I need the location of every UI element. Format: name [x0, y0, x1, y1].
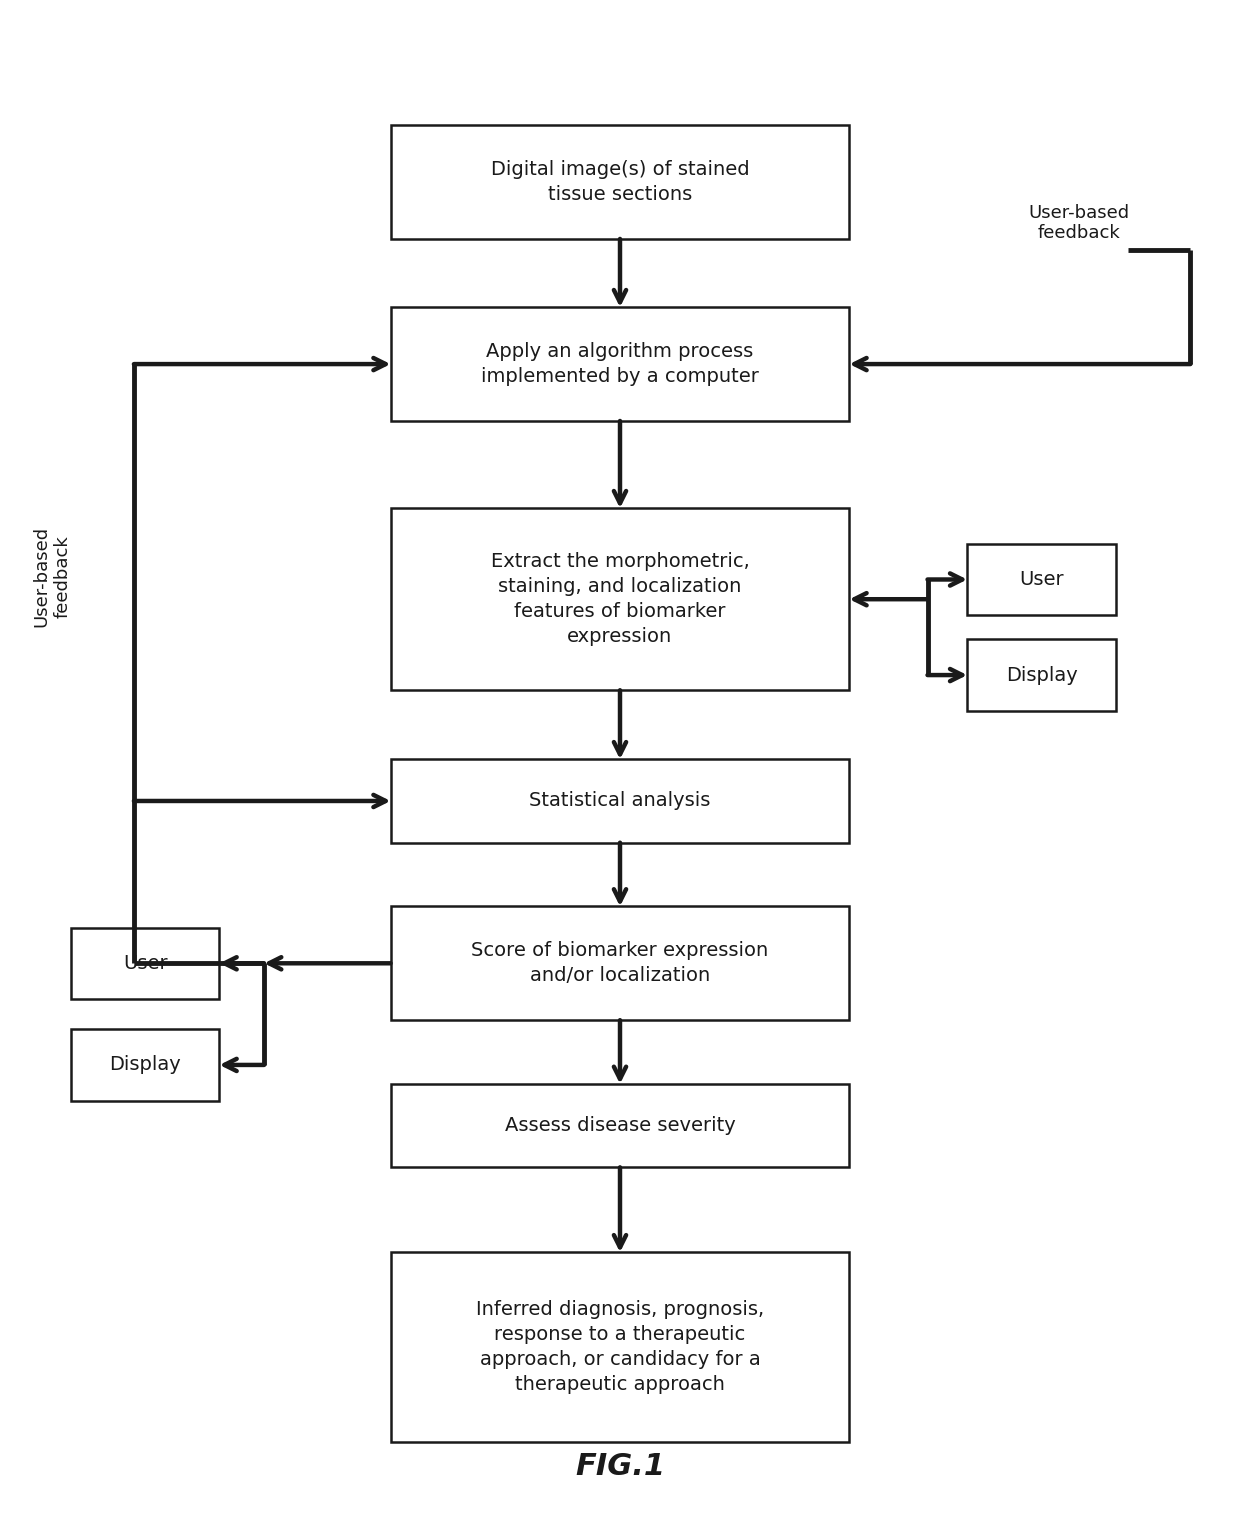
Text: Statistical analysis: Statistical analysis	[529, 792, 711, 810]
Text: User-based
feedback: User-based feedback	[1028, 203, 1130, 243]
FancyBboxPatch shape	[391, 906, 849, 1021]
FancyBboxPatch shape	[391, 1253, 849, 1441]
FancyBboxPatch shape	[391, 126, 849, 240]
Text: User-based
feedback: User-based feedback	[32, 526, 72, 627]
Text: Display: Display	[1006, 666, 1078, 684]
Text: Digital image(s) of stained
tissue sections: Digital image(s) of stained tissue secti…	[491, 159, 749, 205]
FancyBboxPatch shape	[71, 928, 219, 1000]
FancyBboxPatch shape	[391, 508, 849, 690]
Text: Inferred diagnosis, prognosis,
response to a therapeutic
approach, or candidacy : Inferred diagnosis, prognosis, response …	[476, 1300, 764, 1394]
Text: Assess disease severity: Assess disease severity	[505, 1117, 735, 1135]
FancyBboxPatch shape	[967, 545, 1116, 616]
Text: Display: Display	[109, 1056, 181, 1074]
FancyBboxPatch shape	[967, 640, 1116, 710]
Text: User: User	[1019, 570, 1064, 589]
Text: Extract the morphometric,
staining, and localization
features of biomarker
expre: Extract the morphometric, staining, and …	[491, 552, 749, 646]
Text: FIG.1: FIG.1	[575, 1452, 665, 1482]
FancyBboxPatch shape	[391, 760, 849, 843]
Text: User: User	[123, 954, 167, 972]
FancyBboxPatch shape	[391, 308, 849, 422]
Text: Apply an algorithm process
implemented by a computer: Apply an algorithm process implemented b…	[481, 341, 759, 387]
Text: Score of biomarker expression
and/or localization: Score of biomarker expression and/or loc…	[471, 941, 769, 986]
FancyBboxPatch shape	[391, 1083, 849, 1168]
FancyBboxPatch shape	[71, 1030, 219, 1101]
